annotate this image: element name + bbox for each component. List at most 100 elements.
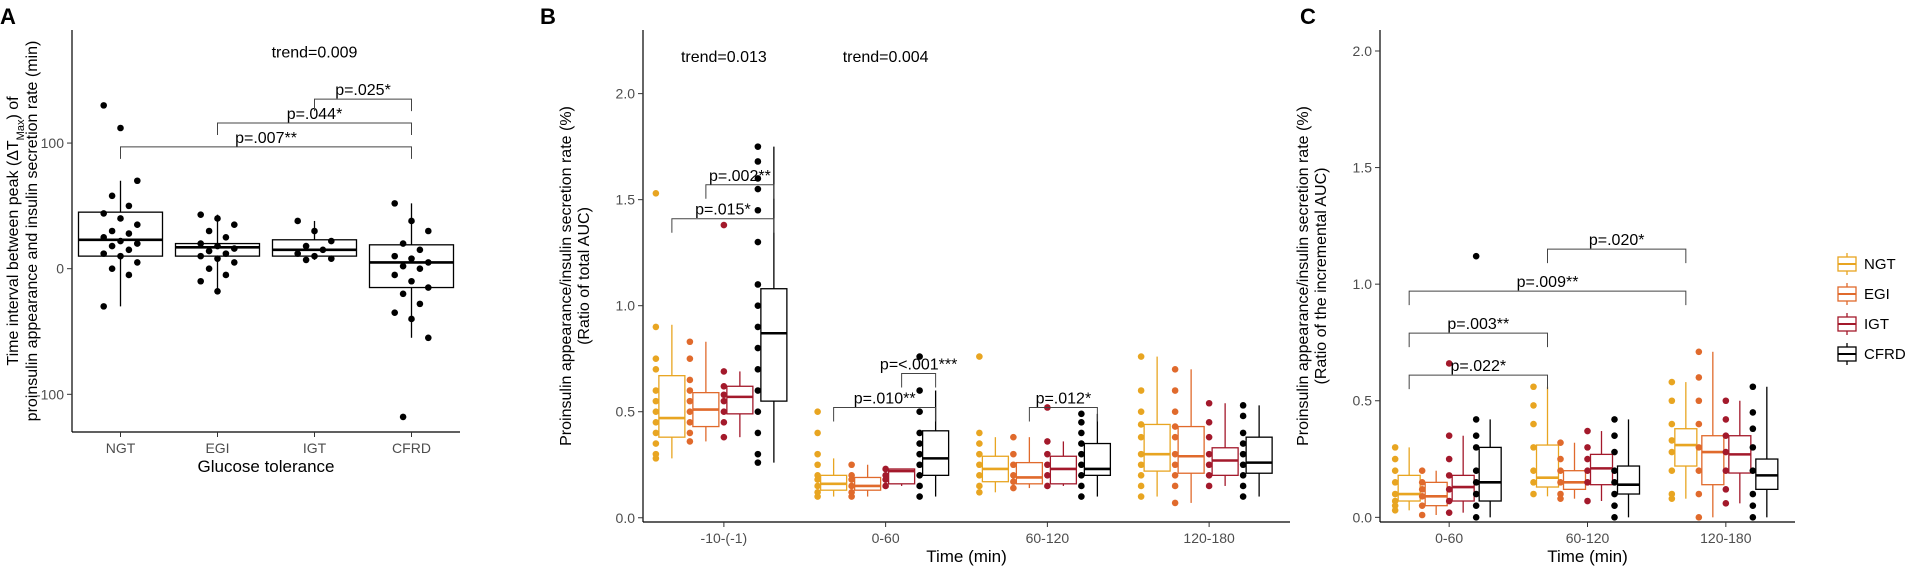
- data-point: [134, 259, 141, 266]
- data-point: [1695, 444, 1703, 451]
- data-point: [1137, 408, 1145, 416]
- data-point: [1137, 450, 1145, 458]
- x-tick-label: 60-120: [1566, 530, 1610, 546]
- data-point: [1722, 486, 1730, 493]
- box-group: [976, 353, 1010, 496]
- box: [1143, 423, 1171, 472]
- panel-a: -100 0 100 NGT EGI IGT CFRD Glucose tolerance Ti…: [5, 30, 460, 476]
- data-point: [231, 245, 238, 252]
- data-point: [1530, 467, 1537, 475]
- data-point: [1171, 499, 1179, 507]
- data-point: [214, 242, 221, 250]
- box: [1083, 442, 1112, 476]
- data-point: [134, 221, 141, 229]
- data-point: [1611, 416, 1618, 423]
- significance-bracket: [1408, 290, 1687, 306]
- y-axis-title-line1: Proinsulin appearance/insulin secretion …: [1295, 106, 1312, 446]
- data-point: [1391, 467, 1399, 475]
- data-point: [214, 288, 221, 295]
- data-point: [1472, 416, 1480, 423]
- data-point: [425, 334, 432, 342]
- legend-label: EGI: [1864, 286, 1890, 303]
- data-point: [754, 344, 762, 352]
- data-point: [1584, 444, 1591, 451]
- y-tick-label: 1.0: [1353, 276, 1373, 292]
- data-point: [1171, 366, 1179, 373]
- data-point: [754, 323, 762, 331]
- data-point: [1695, 490, 1703, 498]
- legend-label: IGT: [1864, 316, 1889, 333]
- x-tick-label: 120-180: [1700, 530, 1752, 546]
- data-point: [1391, 455, 1399, 463]
- data-point: [1205, 450, 1213, 458]
- data-point: [1472, 502, 1480, 509]
- box: [726, 385, 754, 415]
- data-point: [720, 397, 728, 405]
- data-point: [976, 429, 983, 437]
- box-group: [1205, 399, 1239, 490]
- box-group: [77, 102, 164, 310]
- data-point: [1137, 433, 1145, 441]
- data-point: [1239, 440, 1247, 447]
- y-axis-title-line2: (Ratio of the incremental AUC): [1313, 168, 1330, 385]
- trend-annotation: trend=0.004: [843, 49, 929, 66]
- panel-label-a: A: [0, 4, 16, 29]
- significance-label: p=.022*: [1451, 358, 1507, 375]
- y-tick-label: 0: [56, 261, 64, 277]
- data-point: [1584, 497, 1591, 505]
- data-point: [1611, 502, 1618, 509]
- data-point: [916, 387, 923, 394]
- data-point: [1010, 450, 1017, 458]
- data-point: [408, 255, 415, 262]
- data-point: [294, 217, 302, 225]
- data-point: [1010, 433, 1017, 441]
- data-point: [754, 238, 762, 246]
- data-point: [408, 217, 415, 225]
- data-point: [108, 192, 116, 200]
- data-point: [916, 429, 923, 437]
- data-point: [720, 382, 728, 390]
- data-point: [1445, 432, 1453, 440]
- data-point: [205, 265, 213, 272]
- data-point: [1722, 500, 1730, 507]
- significance-bracket: [1547, 248, 1687, 264]
- significance-label: p=.015*: [695, 202, 751, 219]
- box-group: [271, 217, 358, 264]
- data-point: [1137, 493, 1145, 500]
- significance-bracket: [671, 218, 775, 233]
- data-point: [1205, 433, 1213, 441]
- data-point: [399, 262, 407, 270]
- data-point: [1722, 467, 1730, 475]
- box-group: [1391, 444, 1421, 514]
- y-tick-label: 0.5: [1353, 393, 1373, 409]
- data-point: [125, 230, 133, 237]
- data-point: [976, 450, 983, 458]
- x-tick-label: NGT: [106, 440, 136, 456]
- data-point: [408, 315, 415, 323]
- box: [1478, 446, 1502, 502]
- data-point: [916, 472, 923, 479]
- data-point: [652, 440, 660, 447]
- data-point: [720, 419, 728, 426]
- data-point: [1171, 461, 1179, 469]
- data-point: [399, 240, 407, 247]
- box: [1674, 428, 1698, 467]
- data-point: [720, 408, 728, 416]
- data-point: [197, 252, 204, 260]
- y-tick-label: -100: [36, 386, 64, 402]
- data-point: [117, 237, 124, 245]
- data-point: [1557, 490, 1564, 498]
- data-point: [754, 429, 762, 437]
- data-point: [1722, 416, 1730, 423]
- data-point: [311, 227, 318, 235]
- data-point: [1472, 479, 1480, 486]
- data-point: [1171, 423, 1179, 430]
- x-tick-label: EGI: [205, 440, 229, 456]
- data-point: [1171, 472, 1179, 479]
- data-point: [100, 102, 107, 109]
- box: [1245, 436, 1273, 474]
- box-group: [1418, 467, 1448, 519]
- data-point: [1391, 507, 1399, 514]
- data-point: [720, 368, 728, 375]
